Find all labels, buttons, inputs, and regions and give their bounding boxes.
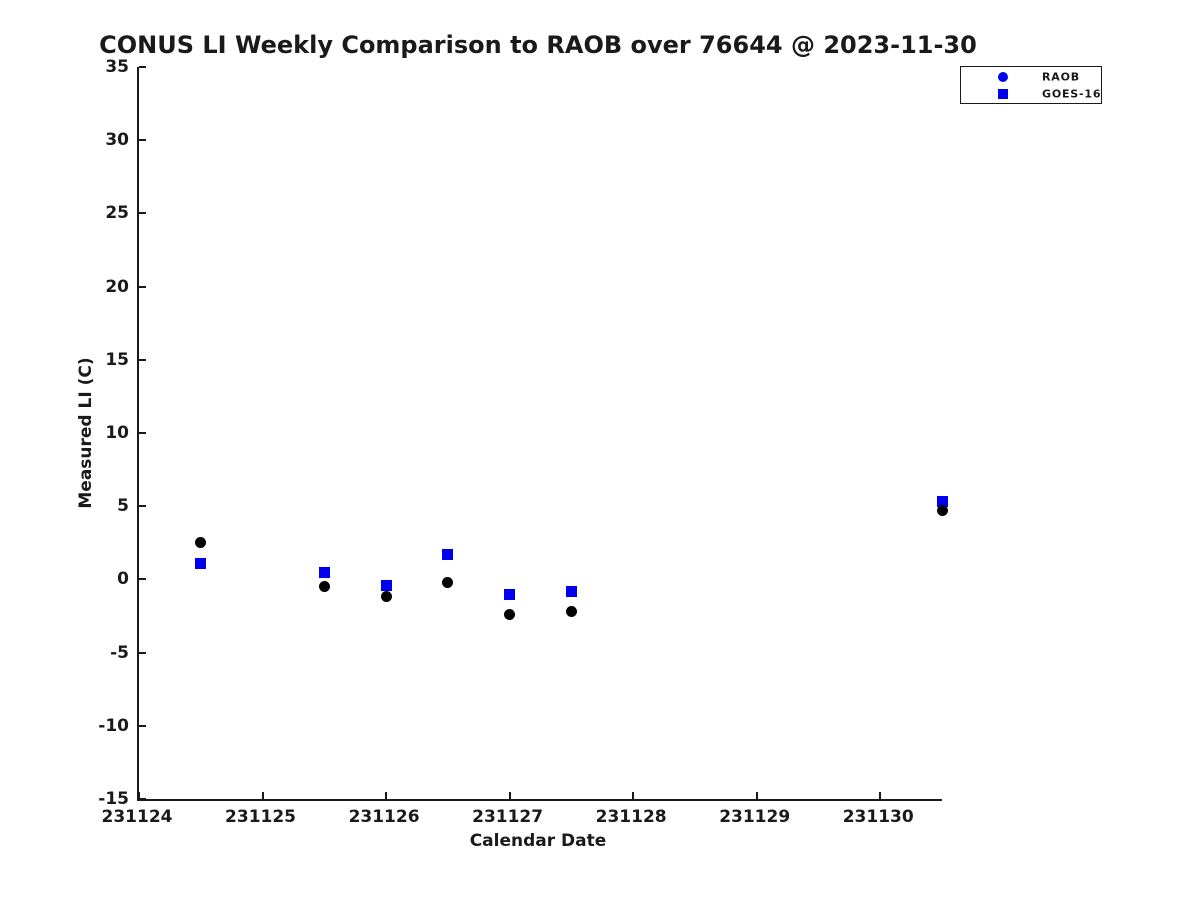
y-tick (139, 724, 146, 727)
x-tick-label: 231130 (842, 807, 914, 827)
raob-point (936, 505, 948, 517)
x-tick (632, 792, 635, 799)
raob-circle-marker-icon (998, 71, 1008, 82)
legend-item-raob: RAOB (961, 68, 1101, 85)
x-tick (879, 792, 882, 799)
goes-16-point (195, 557, 207, 569)
legend-label-raob: RAOB (1042, 70, 1080, 83)
goes-16-square-marker-icon (998, 88, 1008, 99)
legend-label-goes-16: GOES-16 (1042, 87, 1102, 100)
y-tick (139, 212, 146, 215)
y-tick (139, 432, 146, 434)
raob-point (195, 537, 207, 549)
y-tick-label: -15 (98, 789, 129, 809)
x-tick-label: 231129 (719, 807, 791, 827)
raob-point (380, 591, 392, 603)
y-tick-label: 10 (105, 423, 129, 443)
x-tick-label: 231125 (225, 807, 297, 827)
x-tick-label: 231127 (472, 807, 544, 827)
x-tick (385, 792, 388, 799)
y-tick (139, 798, 146, 800)
y-tick-label: 0 (117, 569, 129, 590)
y-tick-label: 25 (105, 203, 129, 224)
y-tick-label: 30 (105, 130, 129, 151)
goes-16-point (442, 549, 454, 560)
plot-area (137, 66, 948, 801)
raob-point (318, 581, 330, 593)
x-tick-label: 231124 (101, 807, 173, 827)
y-tick-label: 35 (105, 57, 129, 77)
y-tick (139, 578, 146, 581)
legend-item-goes-16: GOES-16 (961, 85, 1101, 102)
y-tick (139, 66, 146, 68)
raob-point (565, 606, 577, 618)
x-tick (138, 792, 140, 799)
goes-16-point (565, 585, 577, 597)
goes-16-point (504, 588, 516, 600)
x-tick-label: 231126 (348, 807, 420, 827)
goes-16-point (380, 579, 392, 591)
y-tick (139, 505, 146, 508)
raob-point (442, 576, 454, 588)
legend: RAOB GOES-16 (960, 66, 1102, 104)
y-tick (139, 651, 146, 654)
raob-point (504, 609, 516, 621)
goes-16-point (936, 496, 948, 508)
goes-16-point (318, 566, 330, 578)
y-tick-label: 15 (105, 349, 129, 370)
x-tick (755, 792, 758, 799)
x-tick-label: 231128 (595, 807, 667, 827)
y-tick-label: 20 (105, 276, 129, 297)
y-tick (139, 285, 146, 288)
y-tick-label: 5 (117, 496, 129, 517)
x-tick (508, 792, 511, 799)
y-tick (139, 139, 146, 142)
x-axis-label: Calendar Date (469, 831, 607, 851)
x-tick (261, 792, 264, 799)
y-tick-label: -10 (98, 715, 129, 736)
y-tick (139, 358, 146, 361)
chart-title: CONUS LI Weekly Comparison to RAOB over … (99, 31, 977, 59)
y-tick-label: -5 (110, 642, 129, 663)
